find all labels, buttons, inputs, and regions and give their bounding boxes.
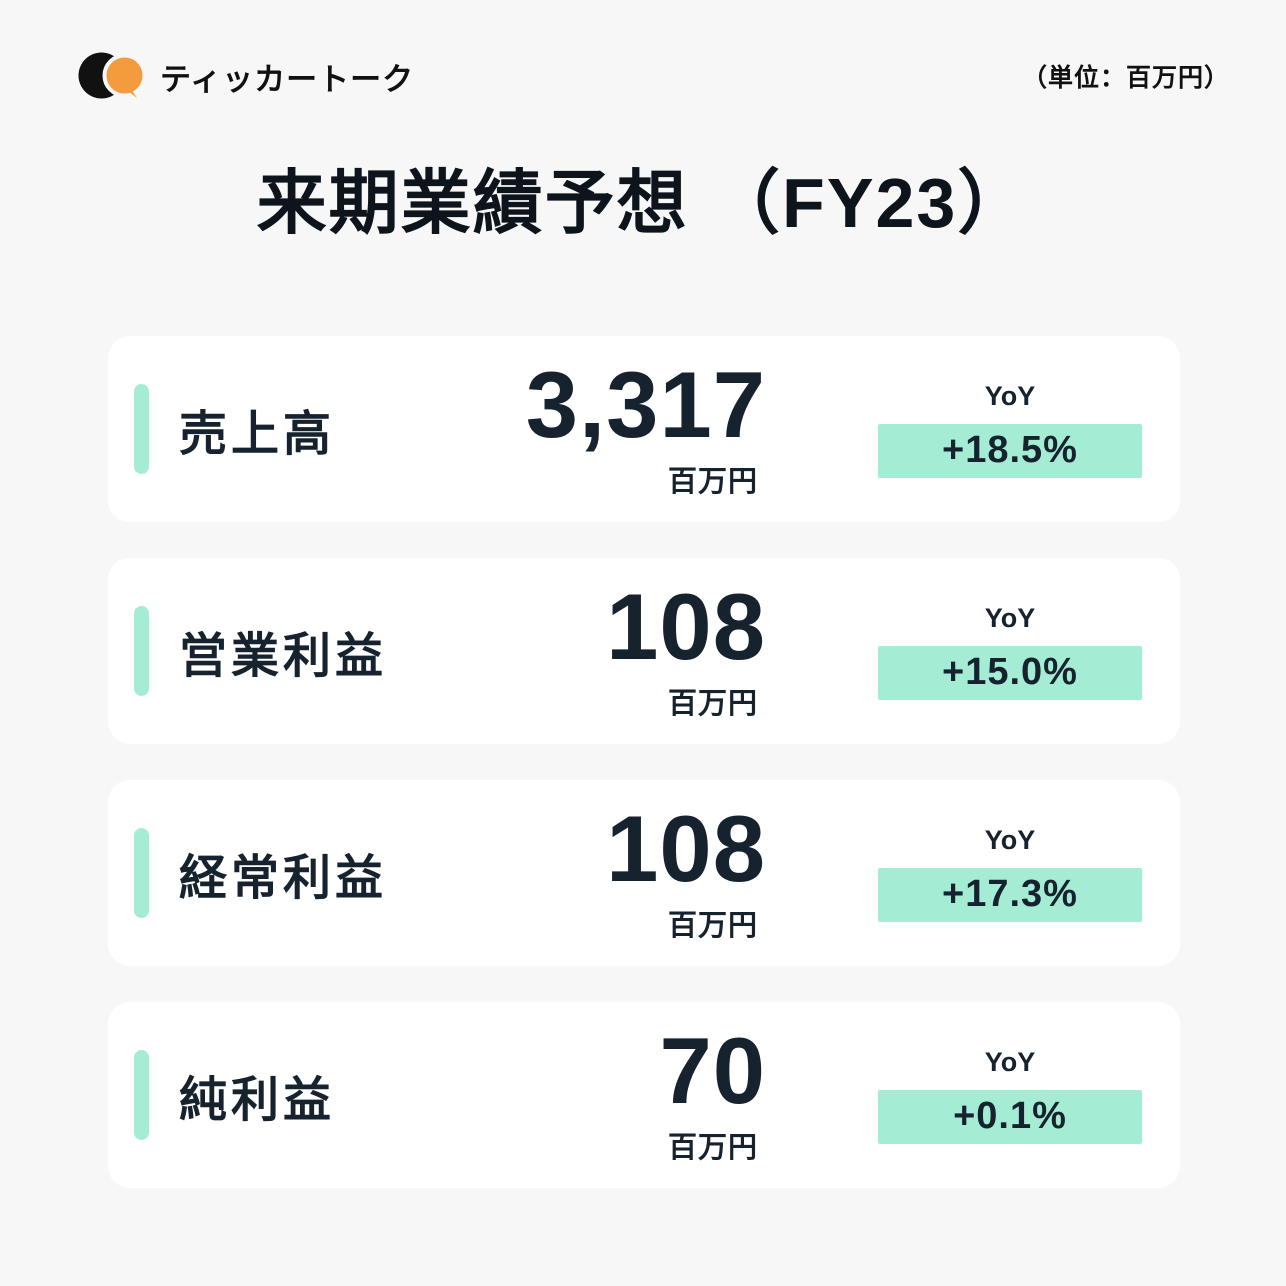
metric-value: 108: [606, 796, 766, 901]
accent-bar: [134, 828, 149, 918]
yoy-label: YoY: [984, 824, 1036, 855]
metric-card-operating-profit: 営業利益 108 百万円 YoY +15.0%: [108, 558, 1180, 744]
speech-bubbles-icon: [78, 52, 146, 99]
yoy-label: YoY: [984, 380, 1036, 411]
metric-label: 経常利益: [179, 852, 388, 905]
logo-text: ティッカートーク: [160, 61, 415, 97]
accent-bar: [134, 1050, 149, 1140]
logo: ティッカートーク: [78, 52, 414, 100]
yoy-badge: +15.0%: [878, 645, 1142, 700]
metric-value: 3,317: [525, 352, 766, 457]
yoy-block: YoY +15.0%: [878, 603, 1142, 700]
yoy-badge: +0.1%: [878, 1089, 1142, 1144]
page-title: 来期業績予想 （FY23）: [256, 164, 1030, 242]
header: ティッカートーク （単位：百万円）: [0, 0, 1286, 100]
metric-card-net-profit: 純利益 70 百万円 YoY +0.1%: [108, 1002, 1180, 1188]
metric-card-revenue: 売上高 3,317 百万円 YoY +18.5%: [108, 336, 1180, 522]
metric-unit: 百万円: [667, 466, 758, 498]
metric-card-list: 売上高 3,317 百万円 YoY +18.5% 営業利益 108 百万円 Yo…: [108, 336, 1180, 1224]
metric-unit: 百万円: [667, 688, 758, 720]
metric-value-block: 108 百万円: [506, 802, 766, 944]
yoy-block: YoY +18.5%: [878, 381, 1142, 478]
yoy-block: YoY +0.1%: [878, 1047, 1142, 1144]
unit-note: （単位：百万円）: [1021, 64, 1230, 92]
metric-value-block: 70 百万円: [506, 1024, 766, 1166]
metric-label: 営業利益: [179, 630, 388, 683]
yoy-badge: +18.5%: [878, 423, 1142, 478]
metric-value-block: 108 百万円: [506, 580, 766, 722]
yoy-badge: +17.3%: [878, 867, 1142, 922]
metric-value-block: 3,317 百万円: [506, 358, 766, 500]
metric-label: 売上高: [179, 408, 336, 461]
metric-label: 純利益: [179, 1074, 336, 1127]
metric-card-ordinary-profit: 経常利益 108 百万円 YoY +17.3%: [108, 780, 1180, 966]
metric-value: 108: [606, 574, 766, 679]
metric-unit: 百万円: [667, 910, 758, 942]
yoy-label: YoY: [984, 602, 1036, 633]
accent-bar: [134, 606, 149, 696]
yoy-label: YoY: [984, 1046, 1036, 1077]
accent-bar: [134, 384, 149, 474]
yoy-block: YoY +17.3%: [878, 825, 1142, 922]
metric-value: 70: [659, 1018, 766, 1123]
metric-unit: 百万円: [667, 1132, 758, 1164]
